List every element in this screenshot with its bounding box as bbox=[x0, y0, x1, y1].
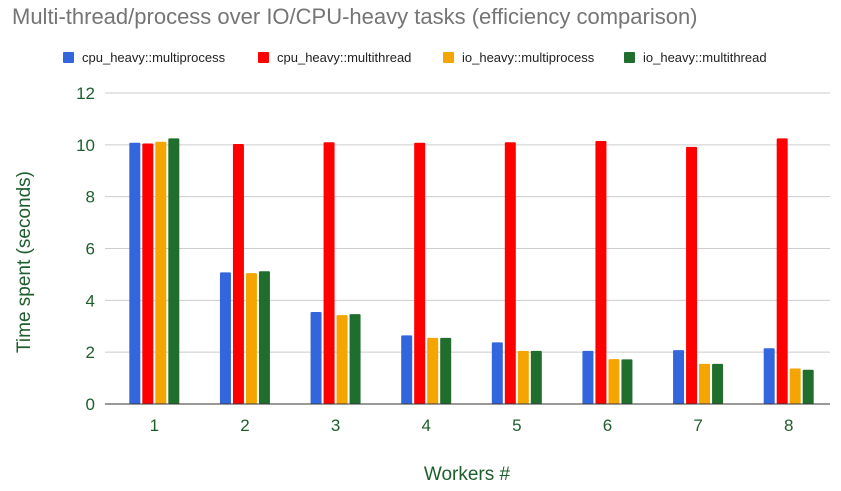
bar[interactable] bbox=[155, 141, 167, 404]
x-tick-label: 6 bbox=[603, 416, 612, 435]
bar[interactable] bbox=[517, 350, 529, 404]
y-tick-label: 12 bbox=[76, 84, 95, 103]
x-tick-label: 2 bbox=[240, 416, 249, 435]
bar[interactable] bbox=[219, 272, 231, 404]
x-tick-label: 8 bbox=[784, 416, 793, 435]
y-tick-labels: 0 2 4 6 8 10 12 bbox=[76, 84, 95, 414]
legend-swatch bbox=[624, 51, 635, 63]
bar[interactable] bbox=[712, 363, 724, 404]
legend: cpu_heavy::multiprocess cpu_heavy::multi… bbox=[0, 47, 841, 67]
x-tick-label: 1 bbox=[150, 416, 159, 435]
y-axis-title: Time spent (seconds) bbox=[14, 171, 35, 353]
bar[interactable] bbox=[323, 142, 335, 404]
bar[interactable] bbox=[608, 359, 620, 404]
legend-label: io_heavy::multithread bbox=[643, 49, 767, 65]
y-tick-label: 6 bbox=[86, 240, 95, 259]
bar[interactable] bbox=[414, 142, 426, 404]
bar[interactable] bbox=[349, 314, 361, 404]
bar[interactable] bbox=[129, 142, 141, 404]
bar[interactable] bbox=[776, 138, 788, 404]
bar[interactable] bbox=[699, 363, 711, 404]
x-tick-label: 4 bbox=[421, 416, 430, 435]
bar[interactable] bbox=[673, 350, 685, 404]
bar[interactable] bbox=[258, 271, 270, 404]
legend-item-cpu-multithread[interactable]: cpu_heavy::multithread bbox=[258, 47, 411, 67]
legend-swatch bbox=[443, 51, 454, 63]
x-tick-labels: 1 2 3 4 5 6 7 8 bbox=[150, 416, 794, 435]
legend-item-io-multiprocess[interactable]: io_heavy::multiprocess bbox=[443, 47, 594, 67]
legend-label: cpu_heavy::multithread bbox=[277, 49, 412, 65]
bar[interactable] bbox=[789, 368, 801, 404]
legend-item-io-multithread[interactable]: io_heavy::multithread bbox=[624, 47, 767, 67]
bar[interactable] bbox=[401, 335, 413, 404]
bar[interactable] bbox=[245, 273, 257, 404]
y-tick-label: 8 bbox=[86, 188, 95, 207]
x-tick-label: 5 bbox=[512, 416, 521, 435]
bar[interactable] bbox=[142, 143, 154, 404]
legend-label: cpu_heavy::multiprocess bbox=[82, 49, 226, 65]
y-tick-label: 4 bbox=[86, 291, 95, 310]
bars bbox=[129, 138, 814, 404]
bar[interactable] bbox=[427, 337, 439, 404]
gridlines bbox=[105, 92, 830, 353]
y-tick-label: 10 bbox=[76, 136, 95, 155]
x-tick-label: 3 bbox=[331, 416, 340, 435]
chart-title: Multi-thread/process over IO/CPU-heavy t… bbox=[12, 4, 698, 29]
bar[interactable] bbox=[310, 311, 322, 404]
bar[interactable] bbox=[491, 342, 503, 404]
y-tick-label: 0 bbox=[86, 395, 95, 414]
legend-label: io_heavy::multiprocess bbox=[462, 49, 595, 65]
legend-item-cpu-multiprocess[interactable]: cpu_heavy::multiprocess bbox=[63, 47, 225, 67]
bar[interactable] bbox=[802, 369, 814, 404]
legend-swatch bbox=[258, 51, 269, 63]
legend-swatch bbox=[63, 51, 74, 63]
bar[interactable] bbox=[440, 337, 452, 404]
bar[interactable] bbox=[582, 350, 594, 404]
bar[interactable] bbox=[504, 142, 516, 404]
bar[interactable] bbox=[168, 138, 180, 404]
x-axis-title: Workers # bbox=[423, 464, 511, 485]
bar[interactable] bbox=[763, 348, 775, 404]
bar[interactable] bbox=[530, 350, 542, 404]
bar[interactable] bbox=[336, 315, 348, 404]
bar[interactable] bbox=[595, 140, 607, 404]
bar[interactable] bbox=[621, 359, 633, 404]
x-tick-label: 7 bbox=[693, 416, 702, 435]
bar[interactable] bbox=[232, 144, 244, 404]
y-tick-label: 2 bbox=[86, 343, 95, 362]
bar[interactable] bbox=[686, 146, 698, 404]
